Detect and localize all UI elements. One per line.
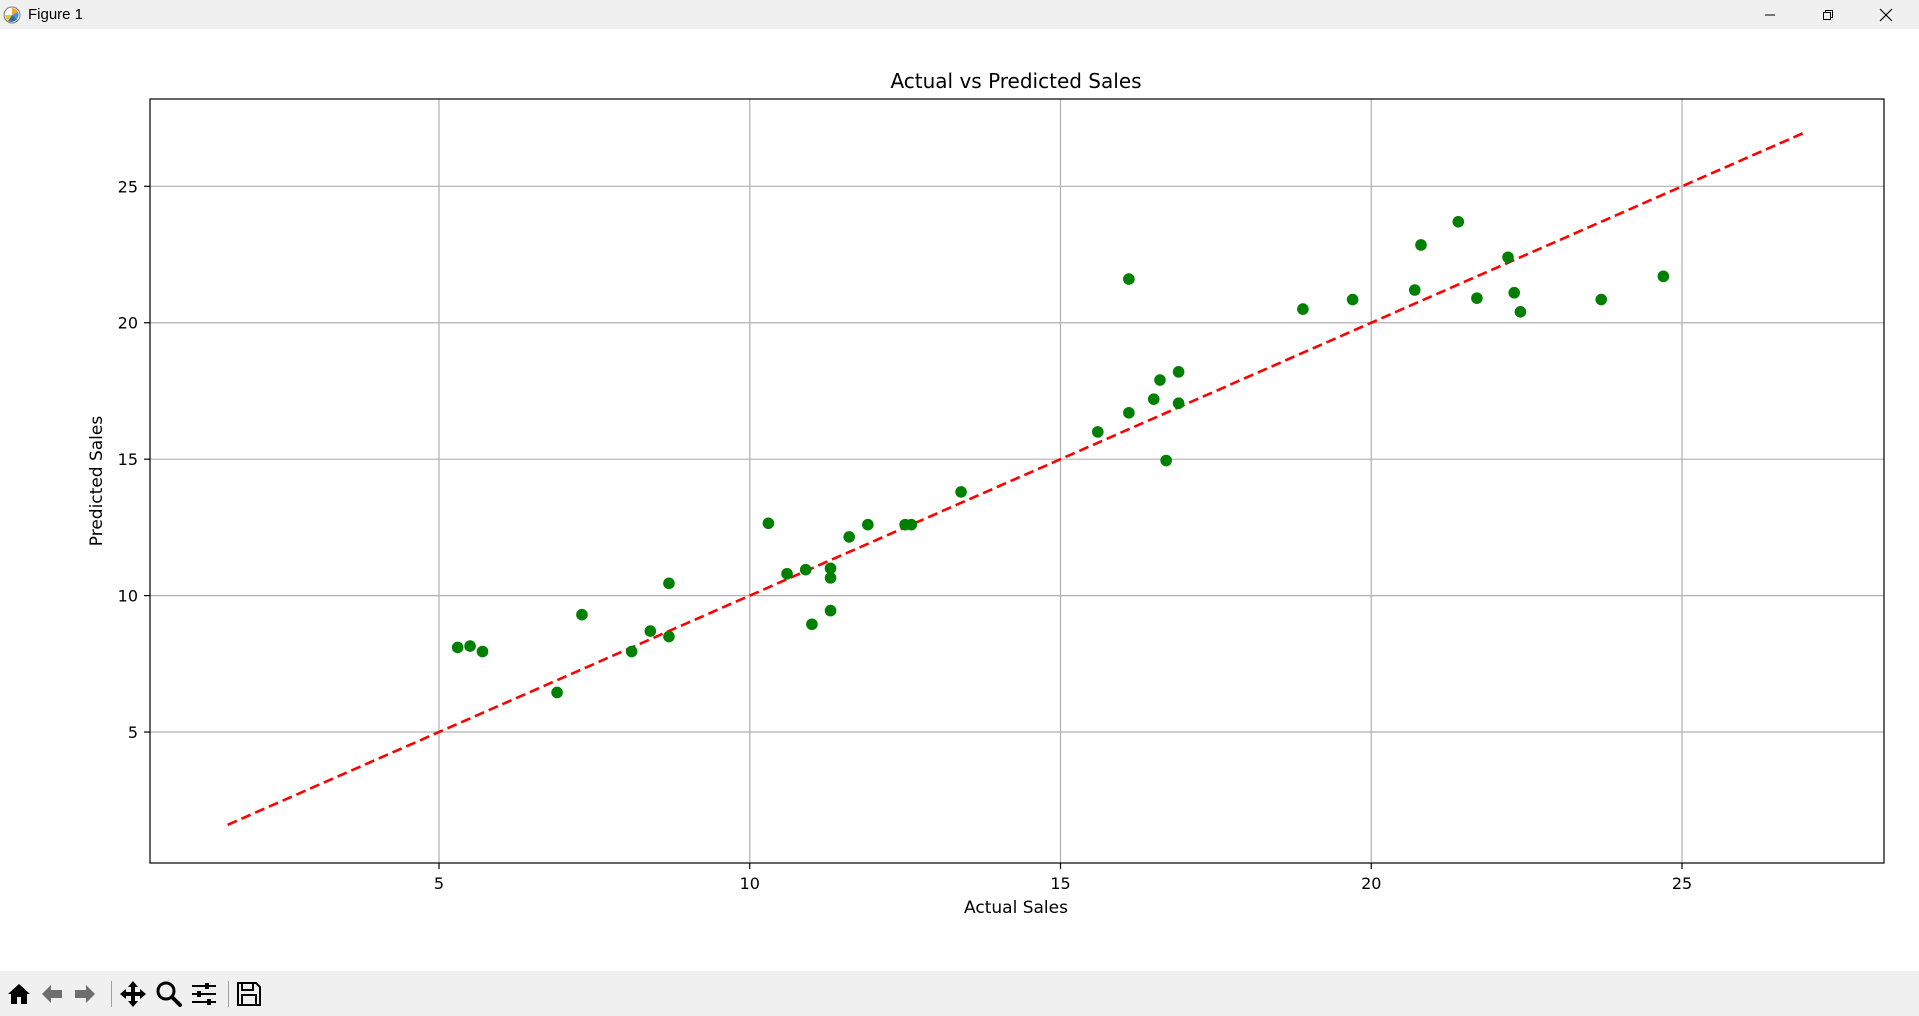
data-point (1172, 366, 1185, 378)
y-tick-label: 20 (118, 314, 138, 333)
data-point (1123, 406, 1135, 419)
data-point (451, 641, 464, 654)
data-point (781, 567, 793, 580)
data-point (1471, 292, 1483, 304)
scatter-points (451, 215, 1670, 699)
data-point (1091, 426, 1104, 438)
home-button[interactable] (4, 979, 34, 1009)
x-tick-label: 20 (1361, 874, 1381, 893)
data-point (1154, 374, 1166, 386)
data-point (806, 618, 818, 631)
restore-button[interactable] (1799, 0, 1857, 29)
data-point (1657, 270, 1670, 283)
data-point (843, 531, 855, 543)
data-point (824, 604, 837, 617)
data-point (1160, 454, 1172, 467)
data-point (625, 645, 638, 658)
close-button[interactable] (1857, 0, 1915, 29)
configure-subplots-button[interactable] (189, 979, 219, 1009)
configure-subplots-icon (192, 983, 216, 1005)
back-button[interactable] (37, 979, 67, 1009)
data-point (1297, 303, 1309, 315)
forward-arrow-icon (75, 985, 95, 1003)
data-point (1147, 393, 1160, 405)
data-point (799, 563, 812, 576)
minimize-icon (1765, 14, 1775, 15)
x-tick-label: 15 (1050, 874, 1070, 893)
data-point (824, 572, 837, 584)
toolbar-separator (228, 981, 229, 1007)
forward-button[interactable] (70, 979, 100, 1009)
x-tick-label: 5 (434, 874, 444, 893)
figure-canvas[interactable]: 5 10 15 20 25 5 10 15 20 25 Actual vs Predicted S… (0, 29, 1919, 971)
data-point (1346, 293, 1359, 306)
chart-title: Actual vs Predicted Sales (890, 69, 1141, 93)
data-point (955, 486, 967, 498)
plot-area-frame (149, 98, 1885, 864)
home-icon (8, 984, 30, 1004)
data-point (663, 630, 675, 643)
window-title: Figure 1 (28, 6, 84, 23)
data-point (1508, 286, 1521, 299)
window-titlebar: Figure 1 (0, 0, 1919, 29)
data-point (476, 645, 489, 658)
data-point (576, 608, 588, 621)
navigation-toolbar (0, 971, 1919, 1016)
ideal-fit-line (227, 130, 1807, 826)
x-axis-label: Actual Sales (964, 898, 1068, 918)
data-point (1452, 215, 1465, 228)
x-tick-label: 25 (1672, 874, 1692, 893)
x-tick-label: 10 (740, 874, 760, 893)
axis-ticks: 5 10 15 20 25 5 10 15 20 25 (118, 177, 1693, 893)
y-tick-label: 15 (118, 450, 138, 469)
data-point (762, 517, 775, 530)
data-point (862, 518, 874, 531)
data-point (551, 686, 563, 699)
back-arrow-icon (42, 985, 62, 1003)
data-point (1123, 273, 1135, 285)
minimize-button[interactable] (1741, 0, 1799, 29)
data-point (1502, 251, 1514, 264)
data-point (1408, 284, 1421, 296)
scatter-chart: 5 10 15 20 25 5 10 15 20 25 Actual vs Predicted S… (87, 69, 1885, 918)
data-point (824, 562, 837, 575)
y-tick-label: 5 (128, 723, 138, 742)
y-tick-label: 25 (118, 177, 138, 196)
reference-line (227, 130, 1807, 826)
grid-lines (150, 99, 1884, 863)
matplotlib-logo-icon (3, 6, 21, 24)
close-icon (1879, 8, 1893, 21)
y-tick-label: 10 (118, 587, 138, 606)
data-point (644, 625, 657, 637)
pan-icon (120, 981, 146, 1007)
toolbar-separator (111, 981, 112, 1007)
save-icon (237, 982, 261, 1006)
data-point (1595, 293, 1608, 306)
zoom-icon (156, 981, 182, 1007)
data-point (1514, 306, 1527, 318)
data-point (663, 577, 675, 590)
data-point (905, 518, 918, 531)
data-point (464, 640, 476, 652)
zoom-button[interactable] (154, 979, 184, 1009)
pan-button[interactable] (118, 979, 148, 1009)
restore-icon (1823, 9, 1833, 20)
y-axis-label: Predicted Sales (87, 416, 107, 547)
data-point (1172, 397, 1185, 410)
data-point (1415, 239, 1427, 251)
save-button[interactable] (234, 979, 264, 1009)
